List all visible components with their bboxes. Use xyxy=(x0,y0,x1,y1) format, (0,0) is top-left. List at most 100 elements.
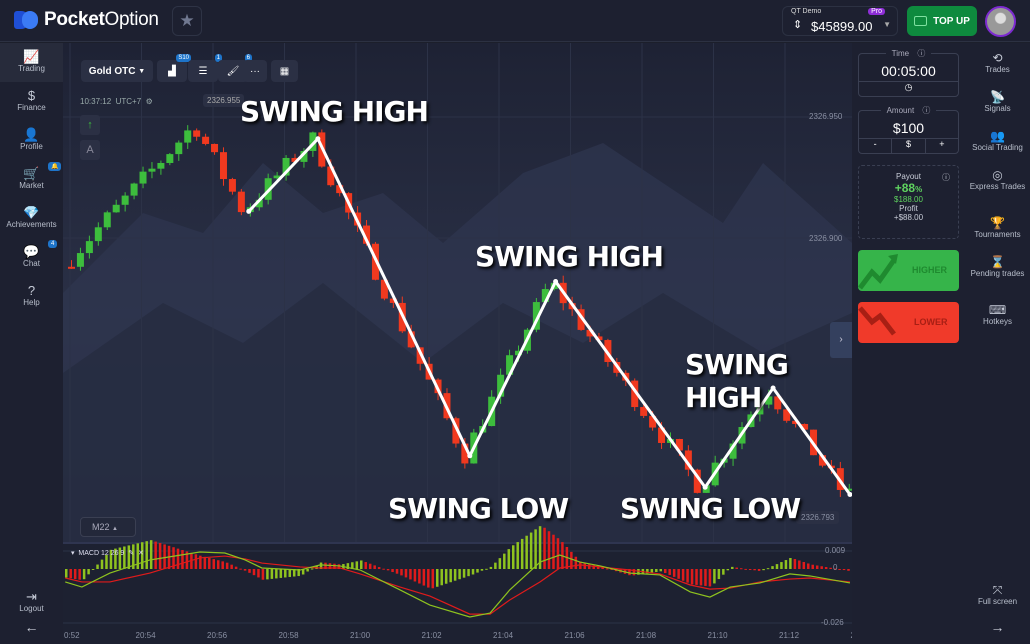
chart-type-button[interactable]: ▟ S10 xyxy=(157,54,191,82)
more-button[interactable]: ··· xyxy=(243,60,267,82)
time-axis-label: 20:54 xyxy=(135,631,156,640)
amount-value[interactable]: $100 xyxy=(892,120,925,136)
collapse-arrow-icon[interactable]: ← xyxy=(24,619,39,635)
sidebar-item-tournaments[interactable]: 🏆 Tournaments xyxy=(965,212,1030,251)
timeframe-selector[interactable]: M22 ▲ xyxy=(80,517,136,537)
sidebar-item-chat[interactable]: 💬 Chat 4 xyxy=(0,238,63,277)
text-tool-button[interactable]: A xyxy=(80,140,100,160)
macd-histogram-bar xyxy=(368,563,372,569)
sidebar-item-trading[interactable]: 📈 Trading xyxy=(0,43,63,82)
macd-histogram-bar xyxy=(489,566,493,569)
sidebar-item-hotkeys[interactable]: ⌨ Hotkeys xyxy=(965,299,1030,338)
asset-selector[interactable]: Gold OTC ▼ xyxy=(81,60,153,82)
avatar[interactable] xyxy=(985,6,1016,37)
macd-histogram-bar xyxy=(650,569,654,573)
candle xyxy=(94,227,102,242)
help-icon[interactable]: ⓘ xyxy=(919,106,934,115)
macd-histogram-bar xyxy=(748,569,752,570)
candle xyxy=(792,420,800,424)
amount-field[interactable]: Amount ⓘ $100 - $ + xyxy=(858,106,959,154)
fullscreen-label: Full screen xyxy=(977,597,1018,606)
macd-histogram-bar xyxy=(351,562,354,569)
candle xyxy=(112,204,120,213)
macd-histogram-bar xyxy=(243,569,247,571)
candle xyxy=(273,175,281,179)
edit-pencil-icon[interactable]: ✎ xyxy=(128,550,135,557)
help-icon[interactable]: ⓘ xyxy=(942,173,950,182)
macd-histogram-bar xyxy=(73,569,77,579)
candle xyxy=(202,136,210,144)
lower-label: LOWER xyxy=(914,317,948,327)
increase-amount-button[interactable]: + xyxy=(939,139,945,149)
expand-panel-chevron-icon[interactable]: › xyxy=(830,322,852,358)
up-arrow-button[interactable]: ↑ xyxy=(80,115,100,135)
sidebar-item-social-trading[interactable]: 👥 Social Trading xyxy=(965,125,1030,164)
macd-histogram-bar xyxy=(583,563,587,569)
macd-histogram-bar xyxy=(436,569,439,587)
brush-icon: 🖌 xyxy=(226,65,240,77)
currency-toggle-button[interactable]: $ xyxy=(892,139,926,153)
macd-histogram-bar xyxy=(507,549,511,569)
macd-histogram-bar xyxy=(811,564,814,569)
top-up-button[interactable]: TOP UP xyxy=(907,6,977,36)
grid-icon: ▦ xyxy=(279,65,290,77)
candle xyxy=(211,143,219,153)
candle xyxy=(675,439,683,451)
lower-button[interactable]: LOWER xyxy=(858,302,959,343)
macd-histogram-bar xyxy=(547,531,551,569)
macd-histogram-bar xyxy=(534,529,537,569)
macd-histogram-bar xyxy=(185,551,189,569)
macd-histogram-bar xyxy=(525,535,528,569)
candle xyxy=(309,132,317,151)
drawings-button[interactable]: 🖌 6 xyxy=(218,54,252,82)
clock-icon[interactable]: ◷ xyxy=(859,81,958,96)
timezone[interactable]: UTC+7 xyxy=(115,97,142,106)
sidebar-item-profile[interactable]: 👤 Profile xyxy=(0,121,63,160)
macd-histogram-bar xyxy=(498,558,502,569)
macd-legend[interactable]: ▾ MACD 12 26 9 ✎ ✕ xyxy=(71,549,144,557)
chevron-down-icon: ▼ xyxy=(138,67,146,75)
swing-point xyxy=(847,492,852,498)
macd-histogram-bar xyxy=(346,563,350,569)
expand-arrow-icon[interactable]: → xyxy=(990,619,1005,635)
macd-histogram-bar xyxy=(65,569,68,578)
help-icon[interactable]: ⓘ xyxy=(914,49,929,58)
chart-clock: 10:37:12 UTC+7 ⚙ xyxy=(80,97,153,106)
account-selector[interactable]: QT Demo Pro ⇕ $45899.00 ▼ xyxy=(782,6,898,36)
macd-histogram-bar xyxy=(815,565,819,569)
sidebar-item-pending-trades[interactable]: ⌛ Pending trades xyxy=(965,251,1030,299)
indicators-button[interactable]: ☰ 1 xyxy=(188,54,222,82)
time-field[interactable]: Time ⓘ 00:05:00 ◷ xyxy=(858,49,959,97)
sidebar-item-label: Hotkeys xyxy=(983,317,1012,326)
higher-button[interactable]: HIGHER xyxy=(858,250,959,291)
candle xyxy=(85,241,93,254)
logout-button[interactable]: ⇥ Logout xyxy=(0,583,63,622)
sidebar-item-help[interactable]: ? Help xyxy=(0,277,63,316)
sidebar-item-signals[interactable]: 📡 Signals xyxy=(965,86,1030,125)
help-icon: ? xyxy=(27,283,36,298)
chart-area[interactable]: Gold OTC ▼ ▟ S10 ☰ 1 🖌 6 ··· ▦ 10:37:12 UTC… xyxy=(63,43,852,644)
fullscreen-button[interactable]: ⤧ Full screen xyxy=(965,579,1030,610)
sidebar-item-trades[interactable]: ⟲ Trades xyxy=(965,47,1030,86)
swing-low-label: SWING LOW xyxy=(620,492,801,525)
sidebar-item-finance[interactable]: $ Finance xyxy=(0,82,63,121)
macd-histogram-bar xyxy=(820,566,823,569)
sidebar-item-label: Trading xyxy=(18,64,45,73)
macd-histogram-bar xyxy=(672,569,676,577)
sidebar-item-express-trades[interactable]: ◎ Express Trades xyxy=(965,164,1030,212)
close-icon[interactable]: ✕ xyxy=(137,550,144,557)
macd-histogram-bar xyxy=(301,569,305,575)
sidebar-item-achievements[interactable]: 💎 Achievements xyxy=(0,199,63,238)
payout-amount: $188.00 xyxy=(894,195,923,204)
layout-grid-button[interactable]: ▦ xyxy=(271,60,298,82)
favorites-star-button[interactable]: ★ xyxy=(172,6,202,36)
decrease-amount-button[interactable]: - xyxy=(859,139,893,153)
logo[interactable]: PocketOption xyxy=(14,9,159,31)
sidebar-item-market[interactable]: 🛒 Market 🔔 xyxy=(0,160,63,199)
time-value[interactable]: 00:05:00 xyxy=(881,63,936,79)
macd-histogram-bar xyxy=(503,553,506,569)
sidebar-item-label: Trades xyxy=(985,65,1010,74)
macd-histogram-bar xyxy=(199,555,202,569)
collapse-icon[interactable]: ▾ xyxy=(71,550,75,557)
settings-gear-icon[interactable]: ⚙ xyxy=(145,97,153,106)
